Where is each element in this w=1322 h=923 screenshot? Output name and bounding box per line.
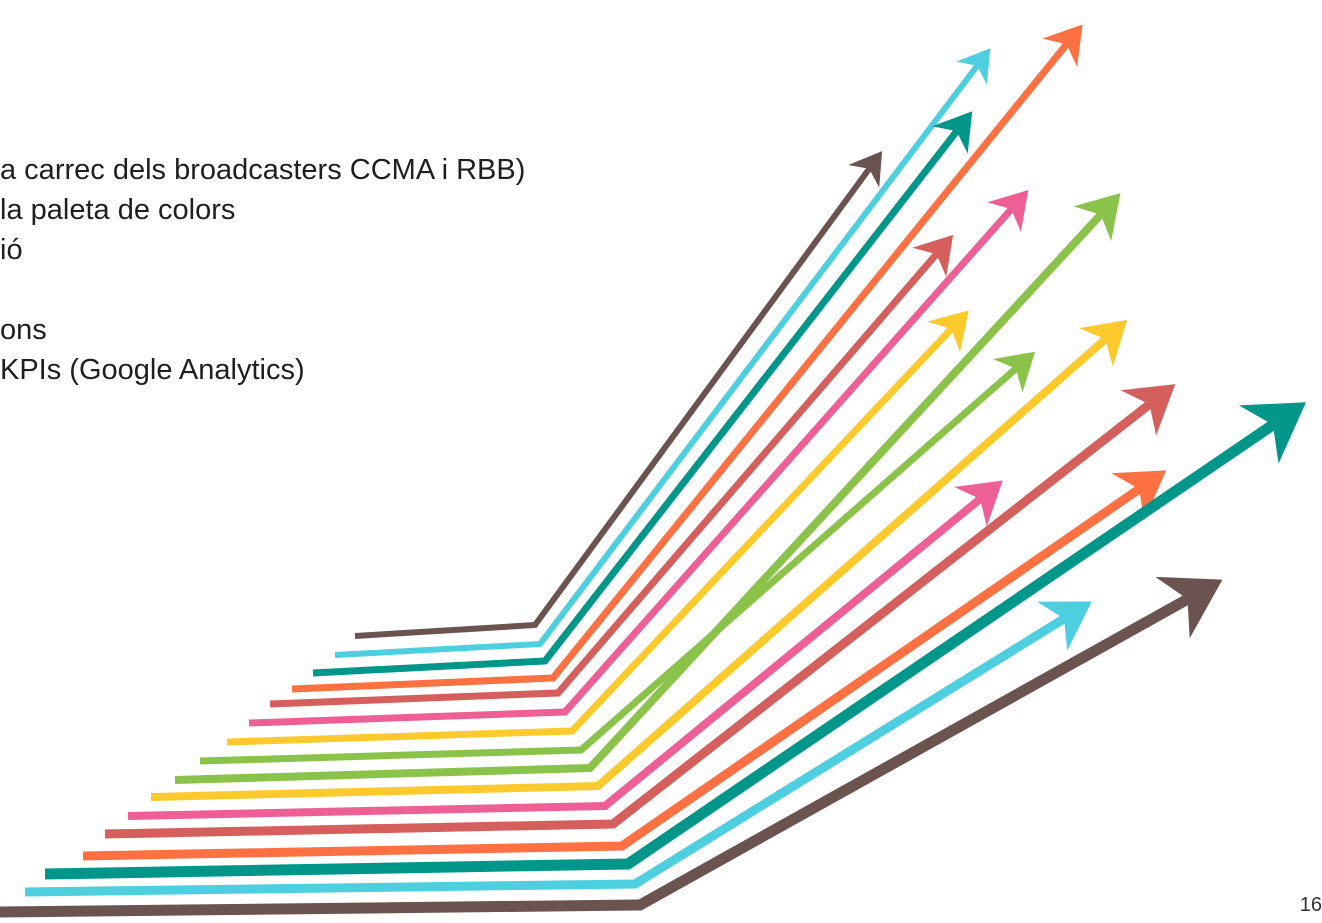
arrow-red — [269, 234, 954, 708]
arrow-head — [848, 151, 883, 188]
arrow-shaft — [24, 611, 1073, 897]
arrow-shaft — [269, 247, 943, 708]
arrow-head — [1036, 601, 1092, 651]
bullet-item: la paleta de colors — [0, 194, 236, 226]
arrow-teal — [44, 402, 1307, 880]
arrow-head — [932, 111, 973, 154]
arrow-cyan — [24, 601, 1092, 897]
arrow-shaft — [44, 415, 1284, 880]
arrow-head — [1120, 384, 1176, 436]
arrow-pink — [248, 190, 1029, 727]
arrow-shaft — [199, 362, 1023, 765]
arrow-shaft — [150, 331, 1113, 801]
arrow-red — [104, 384, 1176, 839]
arrow-head — [956, 48, 991, 85]
arrow-shaft — [226, 322, 958, 746]
arrow-yellow — [226, 310, 969, 746]
arrow-head — [912, 234, 954, 278]
arrow-head — [1073, 193, 1121, 242]
arrow-shaft — [248, 202, 1018, 727]
arrow-shaft — [82, 481, 1148, 861]
arrow-shaft — [312, 124, 963, 677]
arrow-yellow — [150, 319, 1128, 801]
slide-number: 16 — [1299, 894, 1322, 916]
arrow-shaft — [174, 207, 1108, 784]
arrow-shaft — [0, 590, 1198, 918]
arrow-head — [1155, 576, 1223, 639]
bullet-item — [0, 270, 525, 310]
arrow-shaft — [291, 37, 1073, 693]
arrow-head — [1079, 319, 1128, 367]
arrow-shaft — [104, 396, 1158, 839]
arrow-cyan — [334, 48, 991, 658]
arrow-green — [199, 351, 1036, 765]
arrow-orange — [82, 470, 1167, 861]
arrow-pink — [127, 480, 1003, 820]
arrow-brown — [354, 151, 883, 639]
arrow-teal — [312, 111, 973, 677]
bullet-item: KPIs (Google Analytics) — [0, 354, 305, 386]
bullet-list: a carrec dels broadcasters CCMA i RBB) l… — [0, 150, 525, 390]
bullet-item: a carrec dels broadcasters CCMA i RBB) — [0, 154, 526, 186]
bullet-item: ió — [0, 234, 23, 266]
arrow-orange — [291, 24, 1083, 693]
arrow-head — [954, 480, 1003, 527]
arrow-shaft — [354, 163, 875, 639]
arrow-green — [174, 193, 1121, 784]
arrow-head — [1111, 470, 1167, 521]
arrow-head — [1042, 24, 1083, 67]
arrow-shaft — [127, 491, 988, 820]
arrow-head — [927, 310, 969, 353]
arrow-shaft — [334, 60, 983, 658]
arrow-head — [992, 351, 1036, 393]
arrow-head — [1238, 402, 1307, 464]
bullet-item: ons — [0, 314, 47, 346]
arrow-head — [987, 190, 1029, 233]
arrow-brown — [0, 576, 1223, 918]
